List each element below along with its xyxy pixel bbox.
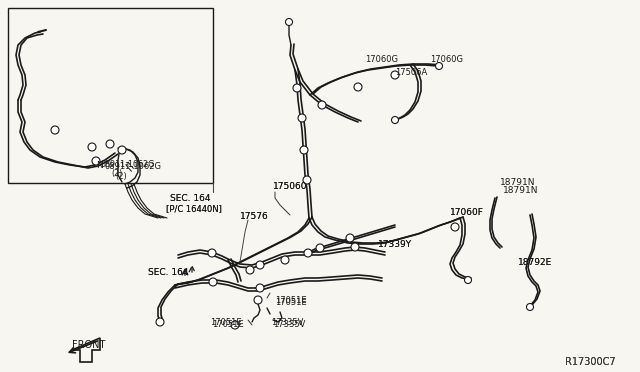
Text: SEC. 164: SEC. 164: [170, 194, 211, 203]
Circle shape: [254, 296, 262, 304]
Text: 175060: 175060: [273, 182, 307, 191]
Circle shape: [209, 278, 217, 286]
Text: R17300C7: R17300C7: [565, 357, 616, 367]
Text: 17335V: 17335V: [273, 320, 305, 329]
Circle shape: [106, 140, 114, 148]
Text: 17051E: 17051E: [275, 298, 307, 307]
Circle shape: [156, 318, 164, 326]
Text: 17051E: 17051E: [275, 296, 307, 305]
Circle shape: [300, 146, 308, 154]
Text: 17051E: 17051E: [212, 320, 244, 329]
Circle shape: [351, 243, 359, 251]
Text: 17339Y: 17339Y: [378, 240, 412, 249]
Text: 17335V: 17335V: [271, 318, 303, 327]
Text: 17060F: 17060F: [450, 208, 484, 217]
Circle shape: [256, 284, 264, 292]
Text: 17060G: 17060G: [365, 55, 398, 64]
Text: R17300C7: R17300C7: [565, 357, 616, 367]
Text: 18791N: 18791N: [503, 186, 538, 195]
Text: SEC. 164: SEC. 164: [170, 194, 211, 203]
Text: 18792E: 18792E: [518, 258, 552, 267]
Circle shape: [303, 176, 311, 184]
Text: 175060: 175060: [273, 182, 307, 191]
Circle shape: [293, 84, 301, 92]
Text: 17060F: 17060F: [450, 208, 484, 217]
Circle shape: [318, 101, 326, 109]
Text: 17576: 17576: [240, 212, 269, 221]
Circle shape: [465, 276, 472, 283]
Circle shape: [231, 321, 239, 329]
Text: [P/C 16440N]: [P/C 16440N]: [166, 204, 222, 213]
Text: 17051E: 17051E: [210, 318, 242, 327]
Circle shape: [118, 146, 126, 154]
Text: 08911-1062G: 08911-1062G: [104, 162, 161, 171]
Circle shape: [92, 157, 100, 165]
Text: FRONT: FRONT: [72, 340, 106, 350]
Circle shape: [88, 143, 96, 151]
Circle shape: [435, 62, 442, 70]
Text: 18792E: 18792E: [518, 258, 552, 267]
Text: 17576: 17576: [240, 212, 269, 221]
Circle shape: [527, 304, 534, 311]
Text: 17506A: 17506A: [395, 68, 428, 77]
Circle shape: [316, 244, 324, 252]
Text: (2): (2): [111, 169, 122, 178]
Circle shape: [391, 71, 399, 79]
Text: 17339Y: 17339Y: [378, 240, 412, 249]
Circle shape: [285, 19, 292, 26]
Text: 17060G: 17060G: [430, 55, 463, 64]
Text: SEC. 164: SEC. 164: [148, 268, 189, 277]
Text: 18791N: 18791N: [500, 178, 536, 187]
Circle shape: [208, 249, 216, 257]
Circle shape: [346, 234, 354, 242]
Circle shape: [392, 116, 399, 124]
Circle shape: [451, 223, 459, 231]
Circle shape: [298, 114, 306, 122]
Text: [P/C 16440N]: [P/C 16440N]: [166, 204, 222, 213]
Circle shape: [256, 261, 264, 269]
Text: (2): (2): [115, 172, 127, 181]
Circle shape: [304, 249, 312, 257]
Circle shape: [281, 256, 289, 264]
Text: 08911-1062G: 08911-1062G: [100, 160, 154, 169]
Text: SEC. 164: SEC. 164: [148, 268, 189, 277]
Circle shape: [51, 126, 59, 134]
Bar: [8, 8, 213, 183]
Text: N: N: [96, 161, 103, 170]
Circle shape: [354, 83, 362, 91]
Circle shape: [246, 266, 254, 274]
